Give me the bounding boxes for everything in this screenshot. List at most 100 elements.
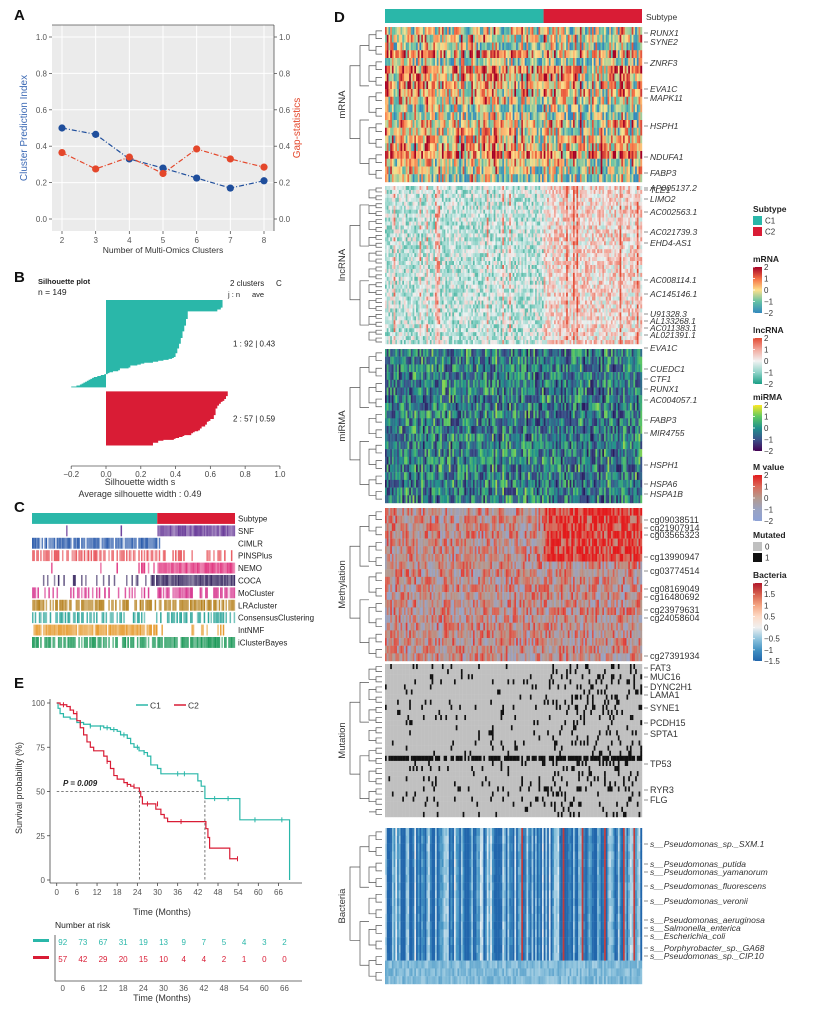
heatmap-cell [575, 143, 577, 151]
heatmap-cell [614, 27, 616, 35]
heatmap-cell [485, 143, 487, 151]
heatmap-cell [575, 190, 577, 194]
heatmap-cell [639, 120, 641, 128]
heatmap-cell [523, 50, 525, 58]
heatmap-cell [557, 27, 559, 35]
heatmap-cell [425, 112, 427, 120]
track-cell [91, 637, 93, 648]
heatmap-cell [414, 159, 416, 167]
heatmap-cell [626, 151, 628, 159]
heatmap-cell [597, 105, 599, 113]
heatmap-cell [559, 66, 561, 74]
heatmap-cell [445, 128, 447, 136]
heatmap-cell [549, 198, 551, 202]
heatmap-cell [399, 167, 401, 175]
track-cell [67, 538, 69, 549]
track-cell [230, 525, 232, 536]
heatmap-cell [437, 112, 439, 120]
heatmap-cell [525, 50, 527, 58]
heatmap-cell [571, 198, 573, 202]
x-tick-label: 42 [193, 888, 202, 897]
heatmap-cell [402, 50, 404, 58]
heatmap-cell [483, 143, 485, 151]
heatmap-cell [445, 58, 447, 66]
heatmap-cell [633, 194, 635, 198]
heatmap-cell [387, 186, 389, 190]
heatmap-cell [513, 128, 515, 136]
heatmap-cell [457, 58, 459, 66]
heatmap-cell [616, 89, 618, 97]
heatmap-cell [399, 174, 401, 182]
heatmap-cell [480, 120, 482, 128]
heatmap-cell [480, 43, 482, 51]
heatmap-cell [616, 120, 618, 128]
heatmap-cell [597, 58, 599, 66]
track-cell [221, 525, 223, 536]
heatmap-cell [449, 66, 451, 74]
heatmap-cell [552, 58, 554, 66]
heatmap-cell [428, 136, 430, 144]
heatmap-cell [557, 50, 559, 58]
heatmap-cell [570, 43, 572, 51]
heatmap-cell [533, 128, 535, 136]
track-cell [84, 637, 86, 648]
heatmap-cell [470, 198, 472, 202]
heatmap-cell [630, 136, 632, 144]
heatmap-cell [447, 206, 449, 210]
heatmap-cell [420, 136, 422, 144]
heatmap-cell [564, 194, 566, 198]
track-cell [190, 637, 192, 648]
heatmap-cell [585, 81, 587, 89]
heatmap-cell [476, 120, 478, 128]
track-cell [141, 637, 143, 648]
track-cell [174, 612, 176, 623]
heatmap-cell [432, 66, 434, 74]
heatmap-cell [595, 43, 597, 51]
track-cell [123, 550, 125, 561]
track-cell [201, 525, 203, 536]
heatmap-cell [428, 143, 430, 151]
heatmap-cell [488, 50, 490, 58]
track-cell [210, 600, 212, 611]
heatmap-cell [597, 159, 599, 167]
heatmap-cell [623, 35, 625, 43]
heatmap-cell [438, 206, 440, 210]
heatmap-cell [583, 66, 585, 74]
heatmap-cell [609, 194, 611, 198]
heatmap-cell [635, 89, 637, 97]
track-cell [224, 563, 226, 574]
track-cell [130, 637, 132, 648]
heatmap-cell [488, 202, 490, 206]
track-cell [200, 637, 202, 648]
heatmap-cell [516, 136, 518, 144]
track-cell [108, 637, 110, 648]
track-cell [191, 550, 193, 561]
heatmap-cell [639, 89, 641, 97]
heatmap-cell [483, 105, 485, 113]
track-cell [178, 550, 180, 561]
heatmap-cell [471, 143, 473, 151]
track-cell [51, 563, 53, 574]
heatmap-cell [418, 151, 420, 159]
heatmap-cell [639, 143, 641, 151]
heatmap-cell [459, 159, 461, 167]
track-cell [115, 625, 117, 636]
heatmap-cell [499, 167, 501, 175]
heatmap-cell [394, 159, 396, 167]
heatmap-cell [509, 194, 511, 198]
heatmap-cell [452, 50, 454, 58]
heatmap-cell [476, 66, 478, 74]
track-cell [149, 538, 151, 549]
heatmap-cell [454, 74, 456, 82]
heatmap-cell [459, 105, 461, 113]
heatmap-cell [587, 194, 589, 198]
heatmap-cell [590, 143, 592, 151]
heatmap-cell [561, 186, 563, 190]
heatmap-cell [568, 27, 570, 35]
heatmap-cell [459, 58, 461, 66]
heatmap-cell [502, 202, 504, 206]
heatmap-cell [402, 159, 404, 167]
heatmap-cell [557, 120, 559, 128]
heatmap-cell [466, 174, 468, 182]
heatmap-cell [444, 136, 446, 144]
